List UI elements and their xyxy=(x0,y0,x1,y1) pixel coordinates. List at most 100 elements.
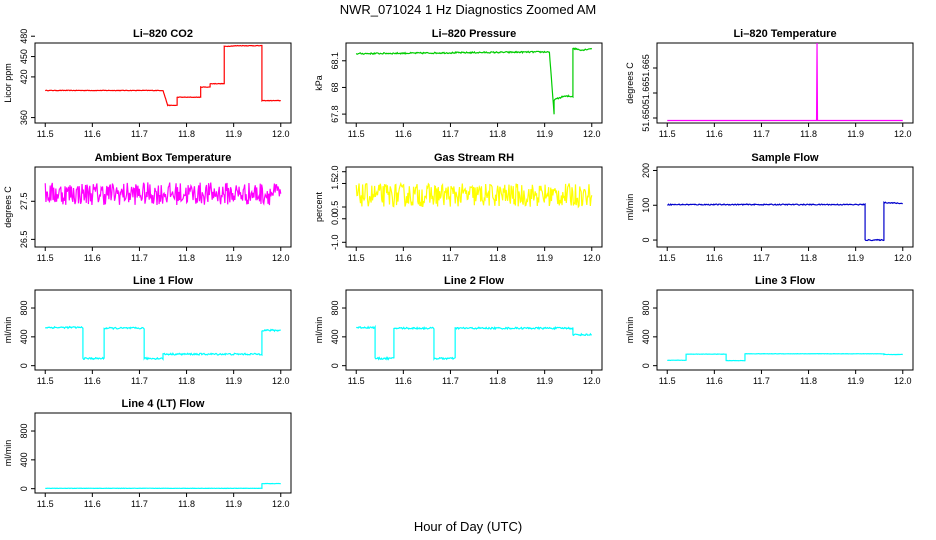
x-tick-label: 11.6 xyxy=(395,376,412,386)
x-tick-label: 11.8 xyxy=(489,253,506,263)
chart-panel: Line 2 Flow 11.5 11.6 11.7 11.8 11.9 12.0 0 400 8… xyxy=(314,275,603,386)
x-tick-label: 11.5 xyxy=(348,253,365,263)
series-line xyxy=(44,325,281,361)
series-line xyxy=(45,482,281,490)
y-tick-label: 2.0 xyxy=(330,165,340,178)
x-tick-label: 11.7 xyxy=(442,253,459,263)
y-tick-label: 67.8 xyxy=(330,105,340,123)
chart-panel: Gas Stream RH 11.5 11.6 11.7 11.8 11.9 12.0 -1.… xyxy=(314,152,603,263)
chart-panel: Line 3 Flow 11.5 11.6 11.7 11.8 11.9 12.0 0 400 8… xyxy=(625,275,914,386)
panel-title: Li–820 CO2 xyxy=(133,28,193,40)
figure-title: NWR_071024 1 Hz Diagnostics Zoomed AM xyxy=(340,2,597,17)
y-tick-label: 51.66 xyxy=(641,82,651,105)
y-tick-label: 68.1 xyxy=(330,52,340,70)
plot-frame xyxy=(345,42,603,124)
y-tick-label: 0 xyxy=(641,238,651,243)
x-tick-label: 11.8 xyxy=(178,129,195,139)
x-tick-label: 11.7 xyxy=(753,129,770,139)
x-tick-label: 12.0 xyxy=(272,376,290,386)
x-tick-label: 12.0 xyxy=(894,376,912,386)
figure-xlabel: Hour of Day (UTC) xyxy=(414,519,522,534)
y-axis-label: Licor ppm xyxy=(3,63,13,103)
x-tick-label: 11.5 xyxy=(659,376,676,386)
x-tick-label: 11.6 xyxy=(84,376,101,386)
x-tick-label: 11.8 xyxy=(800,376,817,386)
plot-frame xyxy=(345,289,603,371)
x-tick-label: 11.6 xyxy=(84,129,101,139)
panel-title: Ambient Box Temperature xyxy=(95,152,232,164)
plot-frame xyxy=(34,166,292,248)
y-tick-label: 400 xyxy=(19,452,29,467)
y-tick-label: 450 xyxy=(19,49,29,64)
y-tick-label: 800 xyxy=(19,424,29,439)
panel-title: Line 4 (LT) Flow xyxy=(122,398,205,410)
chart-panel: Sample Flow 11.5 11.6 11.7 11.8 11.9 12.0 0 100 2… xyxy=(625,152,914,263)
panel-title: Line 3 Flow xyxy=(755,275,815,287)
y-tick-label: 1.5 xyxy=(330,177,340,190)
x-tick-label: 11.6 xyxy=(84,499,101,509)
x-tick-label: 12.0 xyxy=(272,253,290,263)
y-tick-label: 200 xyxy=(641,163,651,178)
y-tick-label: 0.5 xyxy=(330,201,340,214)
series-line xyxy=(355,181,593,209)
x-tick-label: 11.7 xyxy=(131,253,148,263)
x-tick-label: 11.9 xyxy=(536,376,553,386)
panel-title: Li–820 Temperature xyxy=(733,28,836,40)
panel-title: Line 2 Flow xyxy=(444,275,504,287)
plot-frame xyxy=(34,412,292,494)
x-tick-label: 11.7 xyxy=(131,129,148,139)
x-tick-label: 11.8 xyxy=(800,253,817,263)
y-tick-label: 0 xyxy=(19,363,29,368)
x-tick-label: 12.0 xyxy=(272,499,290,509)
x-tick-label: 11.8 xyxy=(178,376,195,386)
y-tick-label: 0 xyxy=(641,363,651,368)
x-tick-label: 11.6 xyxy=(706,253,723,263)
x-tick-label: 11.9 xyxy=(225,253,242,263)
y-tick-label: 800 xyxy=(641,301,651,316)
x-tick-label: 11.9 xyxy=(847,376,864,386)
x-tick-label: 11.6 xyxy=(395,253,412,263)
x-tick-label: 11.7 xyxy=(753,376,770,386)
plot-frame xyxy=(656,166,914,248)
x-tick-label: 11.8 xyxy=(489,376,506,386)
chart-panel: Line 4 (LT) Flow 11.5 11.6 11.7 11.8 11.9 12.0… xyxy=(3,398,292,509)
panel-title: Line 1 Flow xyxy=(133,275,193,287)
x-tick-label: 11.9 xyxy=(847,129,864,139)
series-line xyxy=(667,352,903,362)
series-line xyxy=(667,42,903,122)
x-tick-label: 11.5 xyxy=(348,129,365,139)
y-tick-label: 51.650 xyxy=(641,104,651,132)
x-tick-label: 12.0 xyxy=(583,129,601,139)
x-tick-label: 11.9 xyxy=(536,129,553,139)
x-tick-label: 11.5 xyxy=(659,253,676,263)
y-axis-label: percent xyxy=(314,191,324,222)
chart-panel: Ambient Box Temperature 11.5 11.6 11.7 11.8 1… xyxy=(3,152,292,263)
y-tick-label: 400 xyxy=(19,329,29,344)
y-axis-label: kPa xyxy=(314,75,324,91)
plot-frame xyxy=(656,289,914,371)
y-tick-label: 0.0 xyxy=(330,213,340,226)
x-tick-label: 12.0 xyxy=(583,376,601,386)
plot-frame xyxy=(656,42,914,124)
x-tick-label: 11.9 xyxy=(225,129,242,139)
chart-panel: Line 1 Flow 11.5 11.6 11.7 11.8 11.9 12.0 0 400 8… xyxy=(3,275,292,386)
series-line xyxy=(44,182,282,206)
y-tick-label: 26.5 xyxy=(19,231,29,249)
panel-title: Gas Stream RH xyxy=(434,152,514,164)
x-tick-label: 12.0 xyxy=(272,129,290,139)
x-tick-label: 11.5 xyxy=(37,376,54,386)
y-tick-label: 0 xyxy=(19,486,29,491)
x-tick-label: 11.8 xyxy=(178,499,195,509)
x-tick-label: 11.9 xyxy=(225,376,242,386)
y-tick-label: -1.0 xyxy=(330,235,340,251)
x-tick-label: 11.7 xyxy=(131,376,148,386)
x-tick-label: 11.9 xyxy=(536,253,553,263)
y-tick-label: 100 xyxy=(641,198,651,213)
y-axis-label: ml/min xyxy=(3,440,13,467)
y-axis-label: ml/min xyxy=(625,317,635,344)
y-axis-label: degrees C xyxy=(3,186,13,228)
x-tick-label: 11.7 xyxy=(753,253,770,263)
panel-title: Sample Flow xyxy=(751,152,819,164)
x-tick-label: 12.0 xyxy=(583,253,601,263)
y-tick-label: 800 xyxy=(19,301,29,316)
